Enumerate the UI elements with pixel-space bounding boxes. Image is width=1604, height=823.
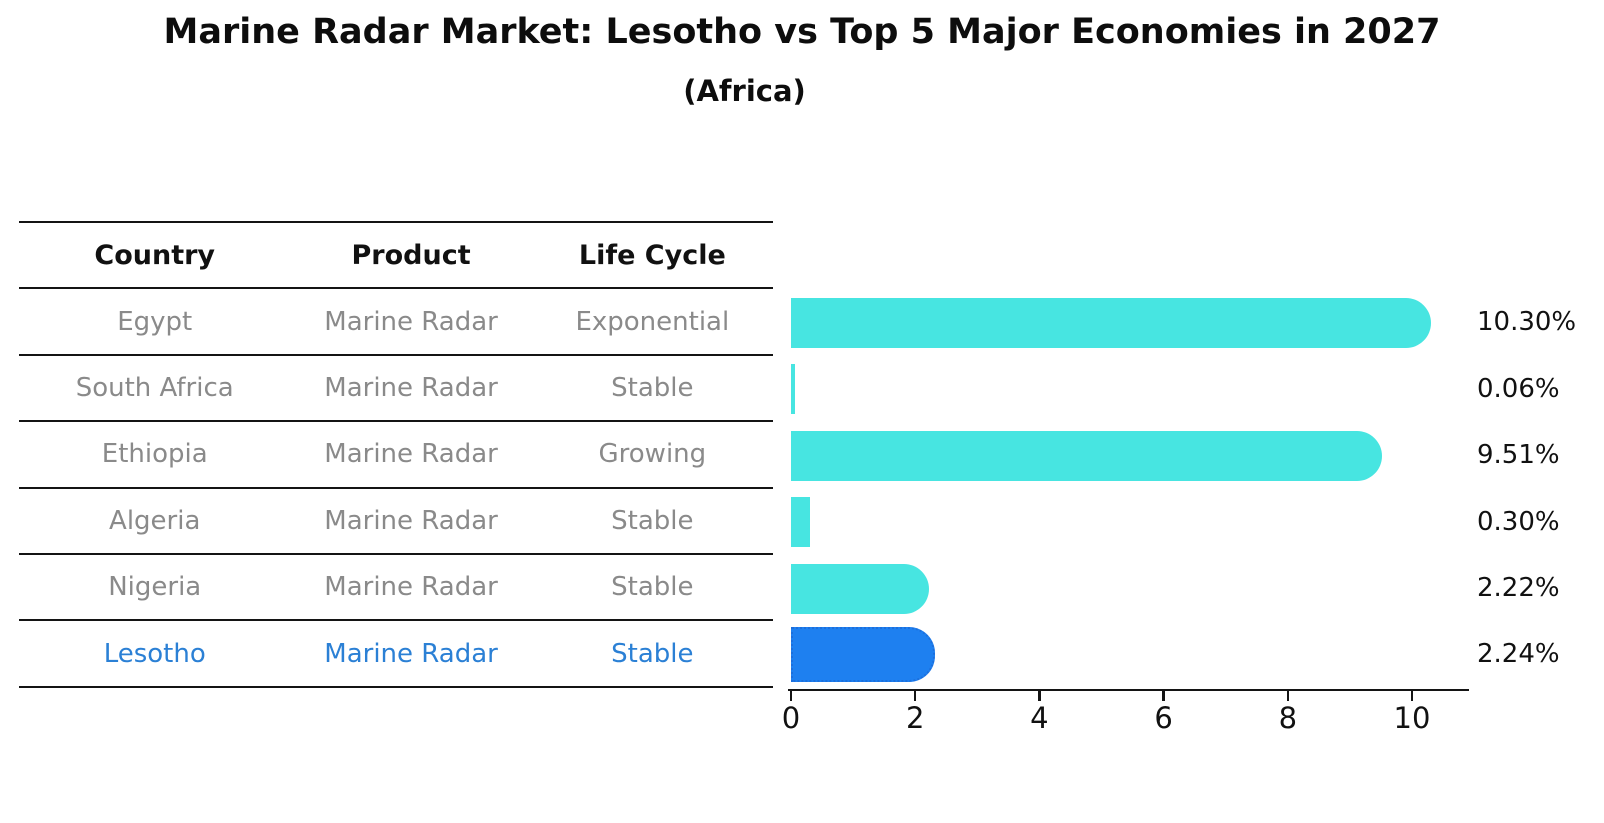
bar-nigeria (791, 563, 929, 614)
bar-value-label-lesotho: 2.24% (1477, 639, 1560, 670)
bar-egypt (791, 297, 1431, 348)
cell-life-cycle-south-africa: Stable (611, 372, 694, 403)
chart-title: Marine Radar Market: Lesotho vs Top 5 Ma… (163, 12, 1441, 52)
x-tick-label: 2 (905, 701, 925, 735)
cell-life-cycle-egypt: Exponential (575, 306, 730, 337)
x-tick-label: 10 (1393, 701, 1431, 735)
cell-product-egypt: Marine Radar (324, 306, 498, 337)
x-tick-mark (1410, 691, 1414, 701)
cell-product-nigeria: Marine Radar (324, 572, 498, 603)
bar-value-label-algeria: 0.30% (1477, 506, 1560, 537)
cell-life-cycle-nigeria: Stable (611, 572, 694, 603)
x-tick-mark (1038, 691, 1041, 701)
table-row-egypt: Egypt Marine Radar Exponential (19, 289, 773, 356)
cell-life-cycle-ethiopia: Growing (598, 439, 707, 470)
x-tick-label: 6 (1154, 701, 1173, 735)
table-body: Egypt Marine Radar Exponential South Africa… (19, 289, 773, 688)
bar-value-label-ethiopia: 9.51% (1477, 440, 1560, 471)
x-tick-mark (913, 691, 917, 701)
header-life-cycle: Life Cycle (578, 239, 726, 271)
header-product: Product (351, 239, 471, 271)
bar-algeria (791, 497, 810, 548)
cell-product-algeria: Marine Radar (324, 505, 498, 536)
cell-life-cycle-algeria: Stable (611, 505, 694, 536)
bar-ethiopia (791, 430, 1382, 481)
chart-subtitle: (Africa) (683, 74, 806, 108)
cell-country-algeria: Algeria (109, 505, 201, 536)
cell-product-south-africa: Marine Radar (324, 372, 498, 403)
table-row-south-africa: South Africa Marine Radar Stable (19, 356, 773, 423)
table-row-ethiopia: Ethiopia Marine Radar Growing (19, 422, 773, 489)
table-row-nigeria: Nigeria Marine Radar Stable (19, 555, 773, 622)
x-tick-label: 8 (1278, 701, 1298, 735)
bar-value-label-nigeria: 2.22% (1477, 573, 1560, 603)
x-tick-mark (789, 691, 793, 701)
header-country: Country (94, 239, 216, 271)
bar-lesotho (791, 626, 936, 682)
x-axis-line (788, 688, 1469, 692)
country-table: Country Product Life Cycle Egypt Marine R… (19, 221, 773, 688)
cell-country-lesotho: Lesotho (103, 638, 206, 669)
cell-country-south-africa: South Africa (75, 372, 234, 403)
x-tick-mark (1286, 691, 1290, 701)
cell-country-ethiopia: Ethiopia (101, 439, 208, 470)
cell-product-lesotho: Marine Radar (324, 638, 498, 669)
bar-value-label-egypt: 10.30% (1477, 307, 1577, 338)
bar-south-africa (791, 364, 795, 415)
cell-country-nigeria: Nigeria (108, 572, 202, 603)
table-row-lesotho: Lesotho Marine Radar Stable (19, 621, 773, 688)
table-header-row: Country Product Life Cycle (19, 223, 773, 290)
cell-life-cycle-lesotho: Stable (611, 638, 694, 669)
cell-country-egypt: Egypt (117, 306, 193, 337)
x-tick-mark (1162, 691, 1165, 701)
x-tick-label: 0 (781, 701, 801, 735)
x-tick-label: 4 (1030, 701, 1049, 735)
table-row-algeria: Algeria Marine Radar Stable (19, 489, 773, 555)
bar-value-label-south-africa: 0.06% (1477, 373, 1560, 404)
cell-product-ethiopia: Marine Radar (324, 439, 498, 470)
